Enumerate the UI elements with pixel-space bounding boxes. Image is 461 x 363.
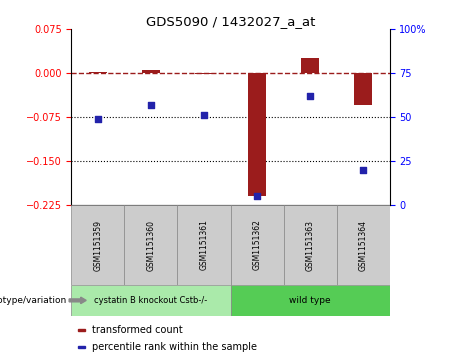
Text: GSM1151363: GSM1151363 bbox=[306, 220, 314, 270]
Bar bbox=[71, 285, 230, 316]
Text: GSM1151361: GSM1151361 bbox=[200, 220, 208, 270]
Text: GSM1151360: GSM1151360 bbox=[147, 220, 155, 270]
Bar bbox=[354, 73, 372, 105]
Bar bbox=[78, 346, 85, 348]
Text: wild type: wild type bbox=[289, 296, 331, 305]
Bar bbox=[301, 58, 319, 73]
Bar bbox=[284, 205, 337, 285]
Bar bbox=[230, 205, 284, 285]
Bar bbox=[248, 73, 266, 196]
Bar bbox=[142, 70, 160, 73]
Point bbox=[200, 113, 207, 118]
Text: percentile rank within the sample: percentile rank within the sample bbox=[92, 342, 257, 352]
Bar bbox=[337, 205, 390, 285]
Point bbox=[359, 167, 366, 173]
Bar bbox=[177, 205, 230, 285]
Bar bbox=[124, 205, 177, 285]
Text: genotype/variation: genotype/variation bbox=[0, 296, 67, 305]
Bar bbox=[195, 73, 213, 74]
Text: cystatin B knockout Cstb-/-: cystatin B knockout Cstb-/- bbox=[95, 296, 207, 305]
Text: transformed count: transformed count bbox=[92, 325, 183, 335]
Bar bbox=[230, 285, 390, 316]
Title: GDS5090 / 1432027_a_at: GDS5090 / 1432027_a_at bbox=[146, 15, 315, 28]
Bar bbox=[78, 329, 85, 331]
Text: GSM1151359: GSM1151359 bbox=[94, 220, 102, 270]
Point bbox=[148, 102, 155, 108]
Point bbox=[94, 116, 101, 122]
Point bbox=[254, 193, 261, 199]
Bar bbox=[71, 205, 124, 285]
Text: GSM1151364: GSM1151364 bbox=[359, 220, 367, 270]
Bar bbox=[89, 72, 107, 73]
Text: GSM1151362: GSM1151362 bbox=[253, 220, 261, 270]
Point bbox=[306, 93, 313, 99]
